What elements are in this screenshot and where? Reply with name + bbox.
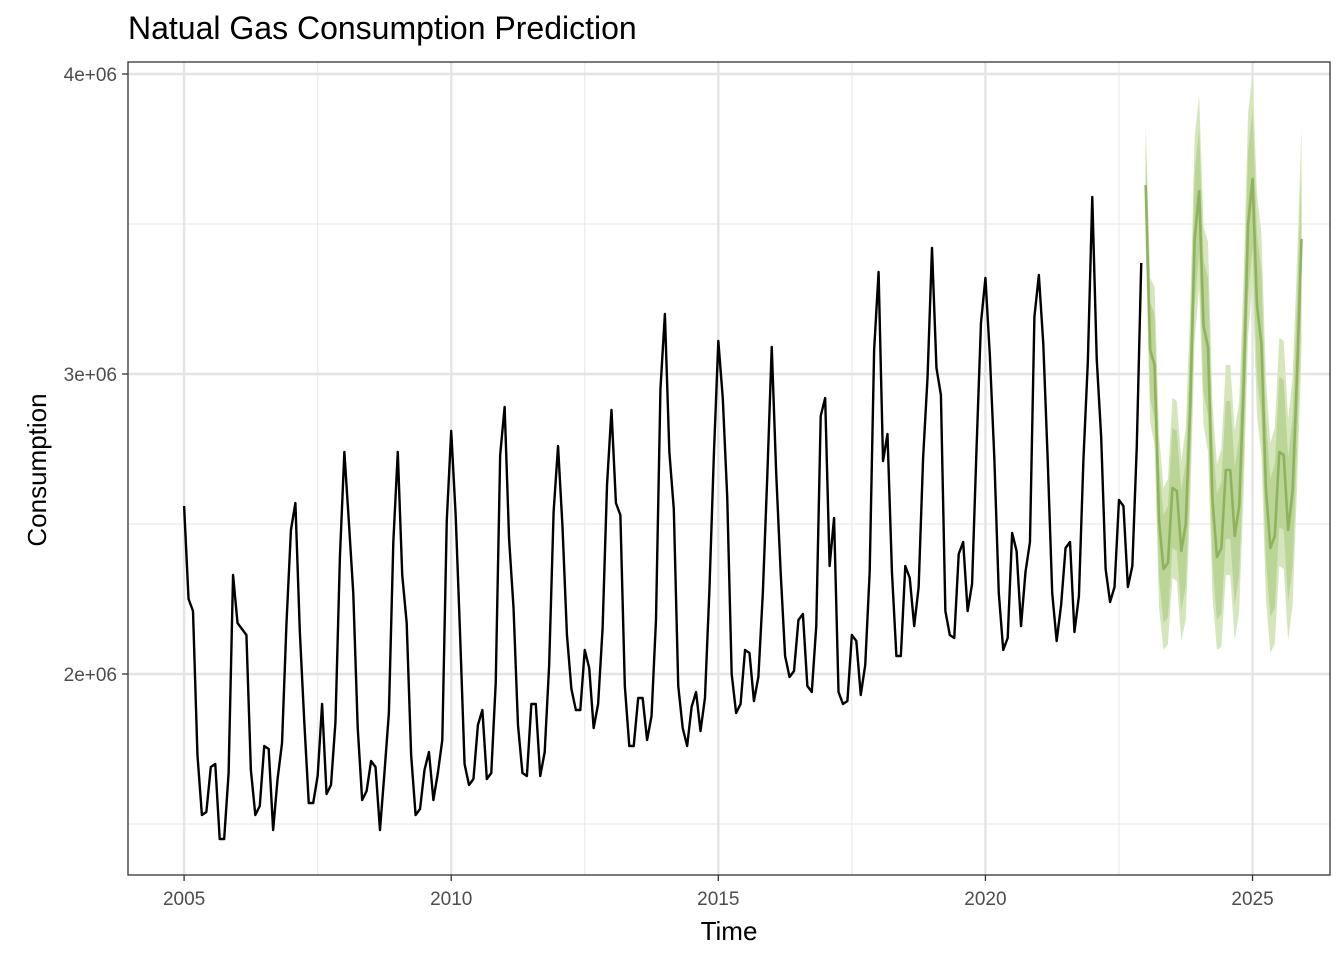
forecast-80-interval: [1145, 110, 1302, 623]
x-tick-label: 2005: [163, 889, 205, 910]
plot-panel: 2005 2010 2015 2020 2025 2e+06 3e+06 4e+06: [64, 61, 1331, 910]
y-tick-label: 2e+06: [64, 665, 117, 686]
x-tick-label: 2020: [964, 889, 1006, 910]
y-tick-label: 4e+06: [64, 65, 117, 86]
panel-border: [127, 61, 1331, 876]
x-tick-label: 2010: [430, 889, 472, 910]
forecast-series-line: [1144, 177, 1303, 571]
x-axis-title: Time: [701, 916, 758, 946]
x-tick-label: 2025: [1231, 889, 1273, 910]
history-series-line: [182, 195, 1143, 841]
y-axis-title: Consumption: [22, 393, 52, 546]
x-tick-label: 2015: [697, 889, 739, 910]
y-tick-label: 3e+06: [64, 365, 117, 386]
chart-title: Natual Gas Consumption Prediction: [128, 10, 637, 46]
